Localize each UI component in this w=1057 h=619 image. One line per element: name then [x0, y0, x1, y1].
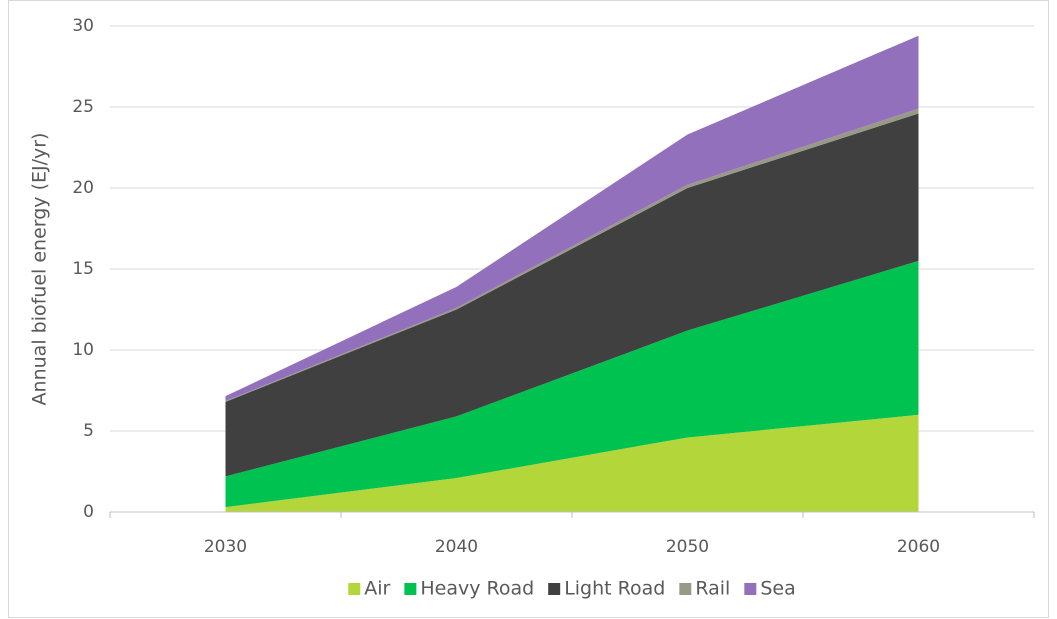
x-tick-label: 2060: [897, 537, 940, 557]
legend-label: Heavy Road: [420, 578, 534, 600]
y-tick-label: 15: [72, 259, 94, 279]
x-tick-label: 2030: [204, 537, 247, 557]
legend-swatch: [744, 583, 757, 595]
x-tick-label: 2040: [435, 537, 478, 557]
y-tick-label: 25: [72, 97, 94, 117]
y-tick-label: 5: [83, 421, 94, 441]
area: [225, 113, 919, 477]
legend-swatch: [404, 583, 417, 595]
y-axis-label: Annual biofuel energy (EJ/yr): [29, 133, 51, 406]
area: [225, 260, 919, 508]
legend-swatch: [679, 583, 692, 595]
legend-label: Air: [364, 578, 390, 600]
y-tick-label: 10: [72, 340, 94, 360]
legend-label: Rail: [695, 578, 730, 600]
legend-label: Sea: [760, 578, 795, 600]
area: [225, 35, 919, 402]
legend-label: Light Road: [564, 578, 665, 600]
y-tick-label: 0: [83, 502, 94, 522]
area: [225, 414, 919, 512]
x-tick-label: 2050: [666, 537, 709, 557]
legend-swatch: [348, 583, 361, 595]
legend-swatch: [548, 583, 561, 595]
y-tick-label: 20: [72, 178, 94, 198]
y-tick-label: 30: [72, 16, 94, 36]
